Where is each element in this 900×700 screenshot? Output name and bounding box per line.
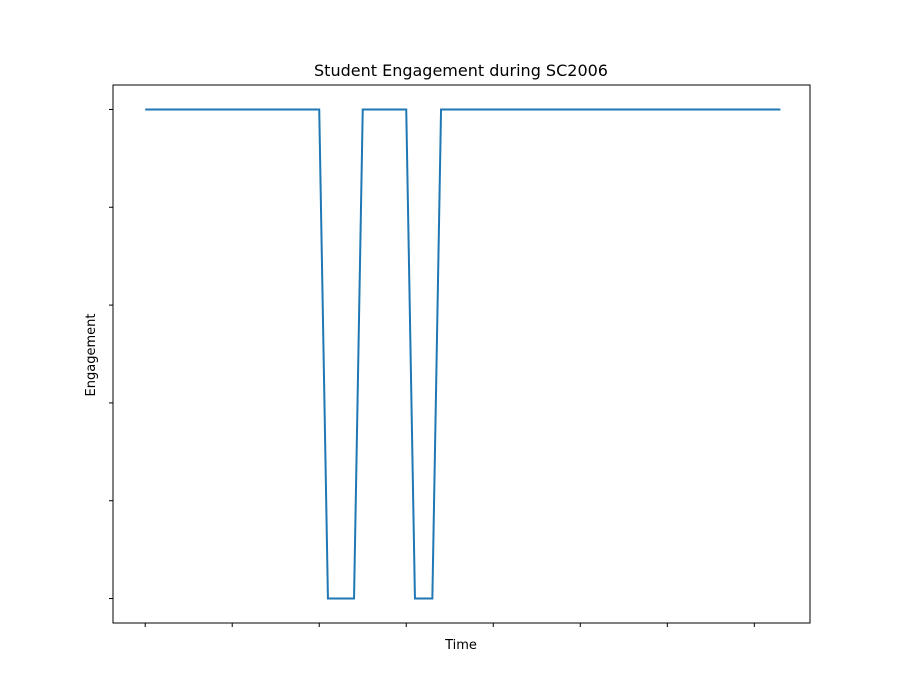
axes-frame bbox=[112, 84, 811, 624]
series-line-0 bbox=[145, 108, 781, 600]
axis-ticks bbox=[109, 108, 755, 627]
chart-title: Student Engagement during SC2006 bbox=[314, 61, 608, 80]
y-axis-label: Engagement bbox=[84, 314, 99, 397]
plot-area bbox=[145, 108, 781, 600]
x-axis-label: Time bbox=[444, 638, 477, 653]
